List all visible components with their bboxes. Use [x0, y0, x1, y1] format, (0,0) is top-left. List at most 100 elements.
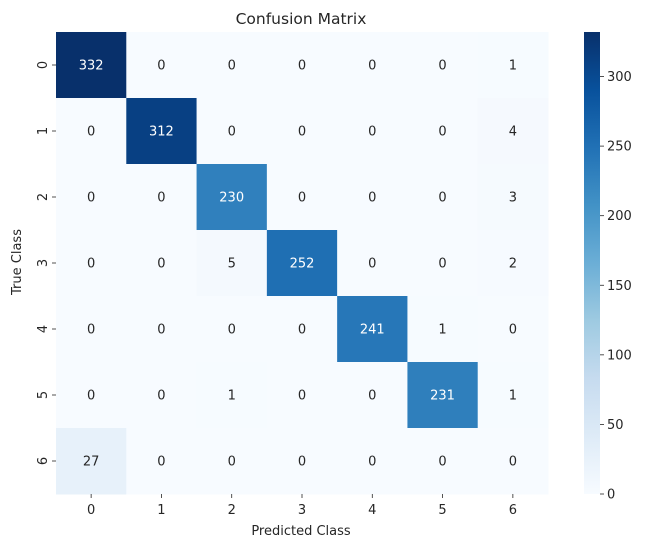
- cell-value-label: 0: [368, 191, 376, 206]
- cell-value-label: 0: [157, 191, 165, 206]
- cell-value-label: 0: [157, 389, 165, 404]
- cell-value-label: 2: [509, 257, 517, 272]
- cell-value-label: 0: [228, 59, 236, 74]
- y-tick-label: 5: [36, 391, 51, 399]
- heatmap-cell: [407, 362, 479, 429]
- cell-value-label: 1: [228, 389, 236, 404]
- cell-value-label: 0: [228, 125, 236, 140]
- heatmap-cell: [196, 32, 268, 99]
- cell-value-label: 0: [87, 323, 95, 338]
- cell-value-label: 332: [79, 59, 104, 74]
- y-tick-label: 6: [36, 457, 51, 465]
- heatmap-cell: [407, 428, 479, 495]
- cell-value-label: 0: [438, 191, 446, 206]
- heatmap-cell: [126, 428, 198, 495]
- y-tick-label: 4: [36, 325, 51, 333]
- cell-value-label: 0: [438, 125, 446, 140]
- heatmap-cell: [477, 32, 549, 99]
- heatmap-cell: [126, 362, 198, 429]
- cell-value-label: 0: [509, 455, 517, 470]
- heatmap-cell: [56, 362, 127, 429]
- heatmap-cell: [196, 428, 268, 495]
- heatmap-cell: [56, 98, 127, 165]
- cell-value-label: 0: [157, 59, 165, 74]
- cell-value-label: 0: [298, 389, 306, 404]
- x-tick-label: 4: [368, 503, 376, 518]
- colorbar-tick-label: 0: [607, 488, 615, 503]
- heatmap-cells: 332 0 0 0 0 0 1 0 312 0 0 0 0 4 0 0 230 0 0 0 3 0 0 5 252 0 0 2 0 0 0 0…: [56, 32, 549, 495]
- heatmap-cell: [196, 296, 268, 363]
- heatmap-cell: [337, 98, 408, 165]
- heatmap-cell: [477, 98, 549, 165]
- heatmap-cell: [407, 98, 479, 165]
- heatmap-cell: [126, 296, 198, 363]
- heatmap-cell: [56, 428, 127, 495]
- cell-value-label: 0: [157, 455, 165, 470]
- heatmap-cell: [196, 230, 268, 297]
- heatmap-cell: [407, 230, 479, 297]
- cell-value-label: 0: [438, 257, 446, 272]
- cell-value-label: 1: [438, 323, 446, 338]
- cell-value-label: 0: [228, 455, 236, 470]
- heatmap-cell: [477, 428, 549, 495]
- cell-value-label: 241: [360, 323, 385, 338]
- cell-value-label: 0: [438, 59, 446, 74]
- colorbar-gradient: [584, 32, 600, 494]
- heatmap-cell: [266, 164, 338, 231]
- heatmap-cell: [337, 32, 408, 99]
- cell-value-label: 27: [83, 455, 100, 470]
- heatmap-cell: [266, 296, 338, 363]
- colorbar-tick-label: 50: [607, 418, 624, 433]
- x-tick-label: 6: [509, 503, 517, 518]
- x-tick-label: 5: [438, 503, 446, 518]
- colorbar-tick-label: 200: [607, 209, 632, 224]
- cell-value-label: 0: [298, 125, 306, 140]
- heatmap-cell: [126, 32, 198, 99]
- x-axis-ticks: 0 1 2 3 4 5 6: [87, 494, 517, 518]
- x-axis-title: Predicted Class: [251, 524, 351, 539]
- cell-value-label: 0: [368, 125, 376, 140]
- heatmap-cell: [196, 98, 268, 165]
- cell-value-label: 0: [228, 323, 236, 338]
- heatmap-cell: [407, 164, 479, 231]
- heatmap-cell: [337, 230, 408, 297]
- heatmap-cell: [126, 98, 198, 165]
- cell-value-label: 0: [87, 389, 95, 404]
- heatmap-cell: [196, 362, 268, 429]
- colorbar-ticks: 0 50 100 150 200 250 300: [600, 70, 632, 503]
- cell-value-label: 0: [298, 59, 306, 74]
- y-tick-label: 1: [36, 127, 51, 135]
- heatmap-cell: [56, 230, 127, 297]
- cell-value-label: 252: [290, 257, 315, 272]
- cell-value-label: 0: [368, 59, 376, 74]
- cell-value-label: 0: [368, 389, 376, 404]
- heatmap-cell: [407, 32, 479, 99]
- cell-value-label: 0: [298, 455, 306, 470]
- y-tick-label: 2: [36, 193, 51, 201]
- cell-value-label: 0: [87, 125, 95, 140]
- heatmap-cell: [477, 296, 549, 363]
- chart-title: Confusion Matrix: [236, 10, 367, 28]
- colorbar-tick-label: 300: [607, 70, 632, 85]
- heatmap-cell: [196, 164, 268, 231]
- cell-value-label: 0: [157, 323, 165, 338]
- heatmap-cell: [126, 230, 198, 297]
- cell-value-label: 231: [430, 389, 455, 404]
- y-axis-ticks: 0 1 2 3 4 5 6: [36, 61, 56, 465]
- cell-value-label: 0: [438, 455, 446, 470]
- cell-value-label: 0: [368, 257, 376, 272]
- cell-value-label: 312: [149, 125, 174, 140]
- cell-value-label: 0: [298, 323, 306, 338]
- heatmap-cell: [266, 98, 338, 165]
- colorbar-tick-label: 250: [607, 140, 632, 155]
- cell-value-label: 3: [509, 191, 517, 206]
- cell-value-label: 0: [298, 191, 306, 206]
- cell-value-label: 0: [87, 257, 95, 272]
- y-tick-label: 0: [36, 61, 51, 69]
- colorbar-tick-label: 100: [607, 348, 632, 363]
- y-tick-label: 3: [36, 259, 51, 267]
- heatmap-cell: [56, 296, 127, 363]
- colorbar-tick-label: 150: [607, 279, 632, 294]
- heatmap-cell: [477, 164, 549, 231]
